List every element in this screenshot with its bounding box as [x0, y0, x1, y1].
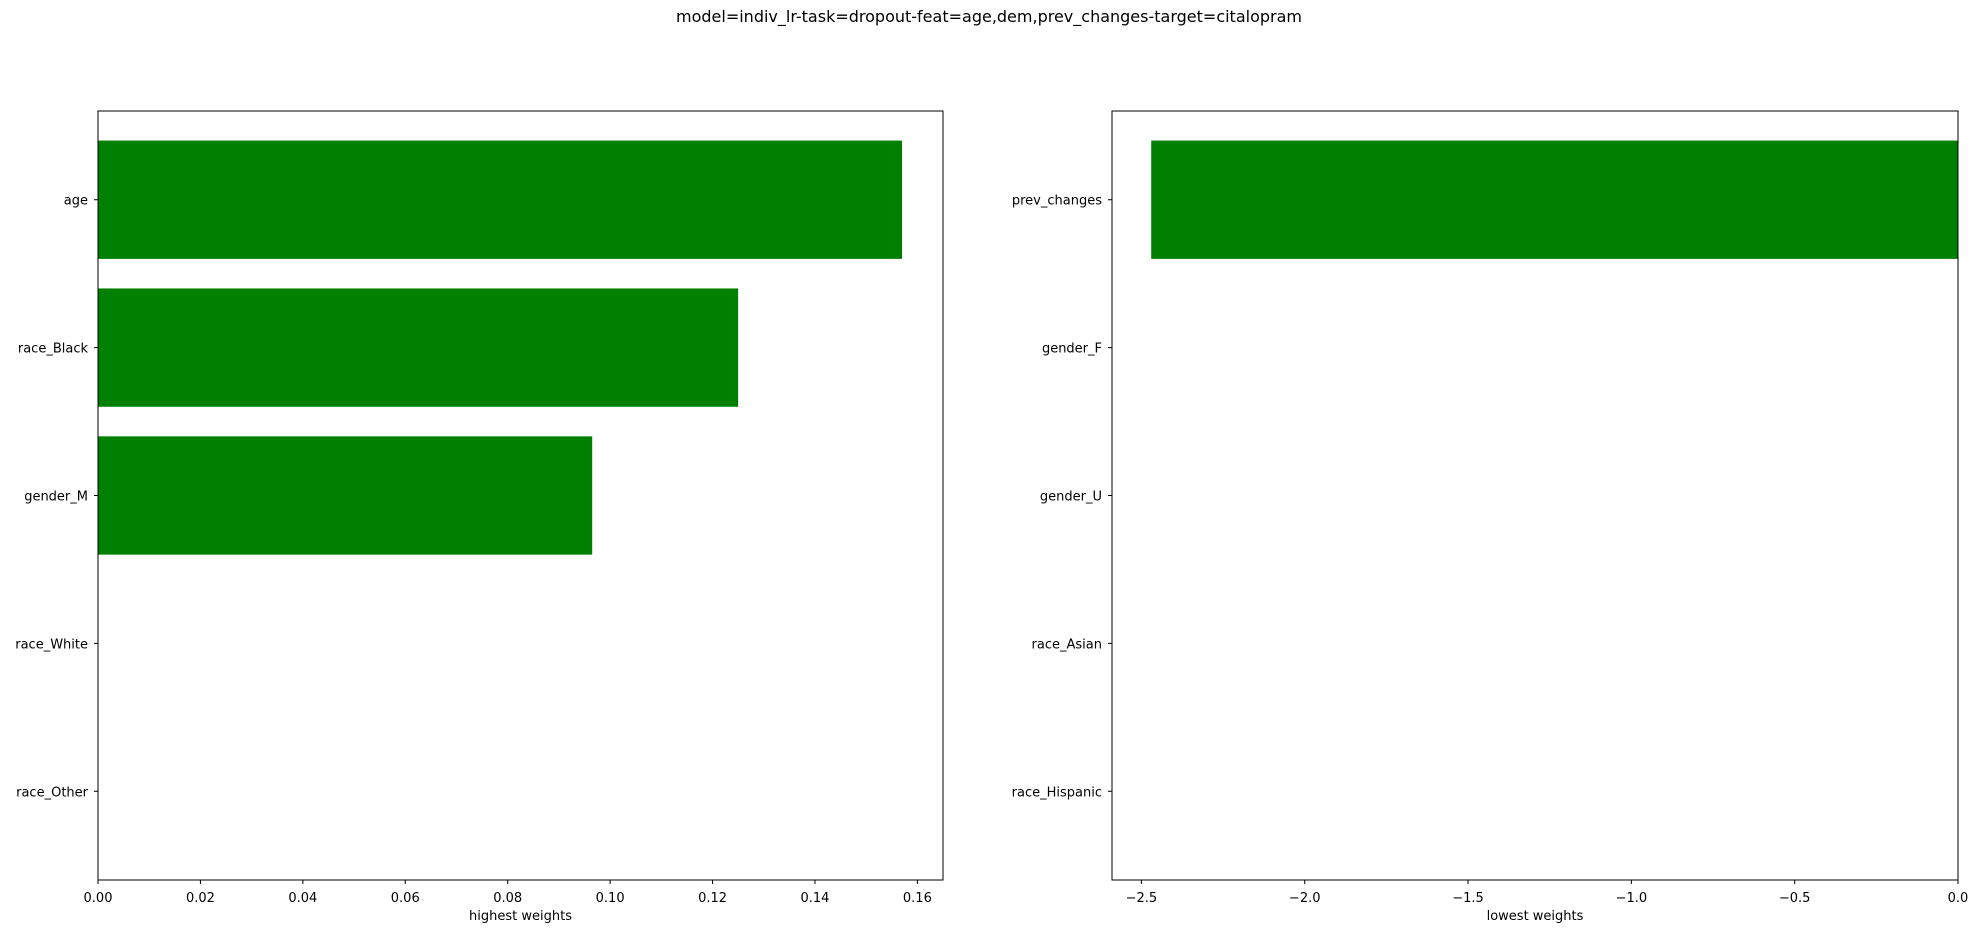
- y-tick-label: race_White: [15, 637, 88, 652]
- x-tick-label: 0.06: [391, 891, 420, 906]
- x-tick-label: −1.5: [1452, 891, 1484, 906]
- y-tick-label: prev_changes: [1012, 194, 1102, 209]
- y-tick-label: race_Hispanic: [1012, 785, 1102, 800]
- x-tick-label: 0.00: [84, 891, 113, 906]
- x-axis-label: highest weights: [469, 909, 572, 924]
- x-tick-label: 0.08: [493, 891, 522, 906]
- x-axis-label: lowest weights: [1487, 909, 1584, 924]
- figure-title: model=indiv_lr-task=dropout-feat=age,dem…: [676, 7, 1302, 27]
- bar-gender_M: [98, 436, 593, 555]
- x-tick-label: 0.04: [288, 891, 317, 906]
- right-panel-lowest-weights: prev_changes gender_F gender_U race_Asianra…: [1012, 110, 1969, 924]
- y-tick-label: race_Other: [16, 785, 89, 800]
- x-tick-label: 0.10: [596, 891, 625, 906]
- y-tick-label: age: [64, 194, 88, 209]
- x-tick-label: 0.14: [800, 891, 829, 906]
- x-tick-label: 0.02: [186, 891, 215, 906]
- y-tick-label: race_Black: [18, 342, 89, 357]
- y-tick-label: gender_U: [1040, 490, 1102, 505]
- y-tick-label: race_Asian: [1032, 637, 1102, 652]
- x-tick-label: 0.16: [903, 891, 932, 906]
- y-tick-label: gender_M: [24, 490, 88, 505]
- x-tick-label: −2.5: [1126, 891, 1158, 906]
- y-tick-label: gender_F: [1042, 342, 1102, 357]
- x-tick-label: −1.0: [1616, 891, 1648, 906]
- bar-race_Black: [98, 288, 739, 407]
- bar-age: [98, 140, 903, 259]
- x-tick-label: 0.0: [1948, 891, 1969, 906]
- left-panel-highest-weights: age race_Black gender_M race_White race_Othe…: [15, 110, 944, 924]
- x-tick-label: 0.12: [698, 891, 727, 906]
- x-tick-label: −2.0: [1289, 891, 1321, 906]
- bar-prev_changes: [1151, 140, 1958, 259]
- x-tick-label: −0.5: [1779, 891, 1811, 906]
